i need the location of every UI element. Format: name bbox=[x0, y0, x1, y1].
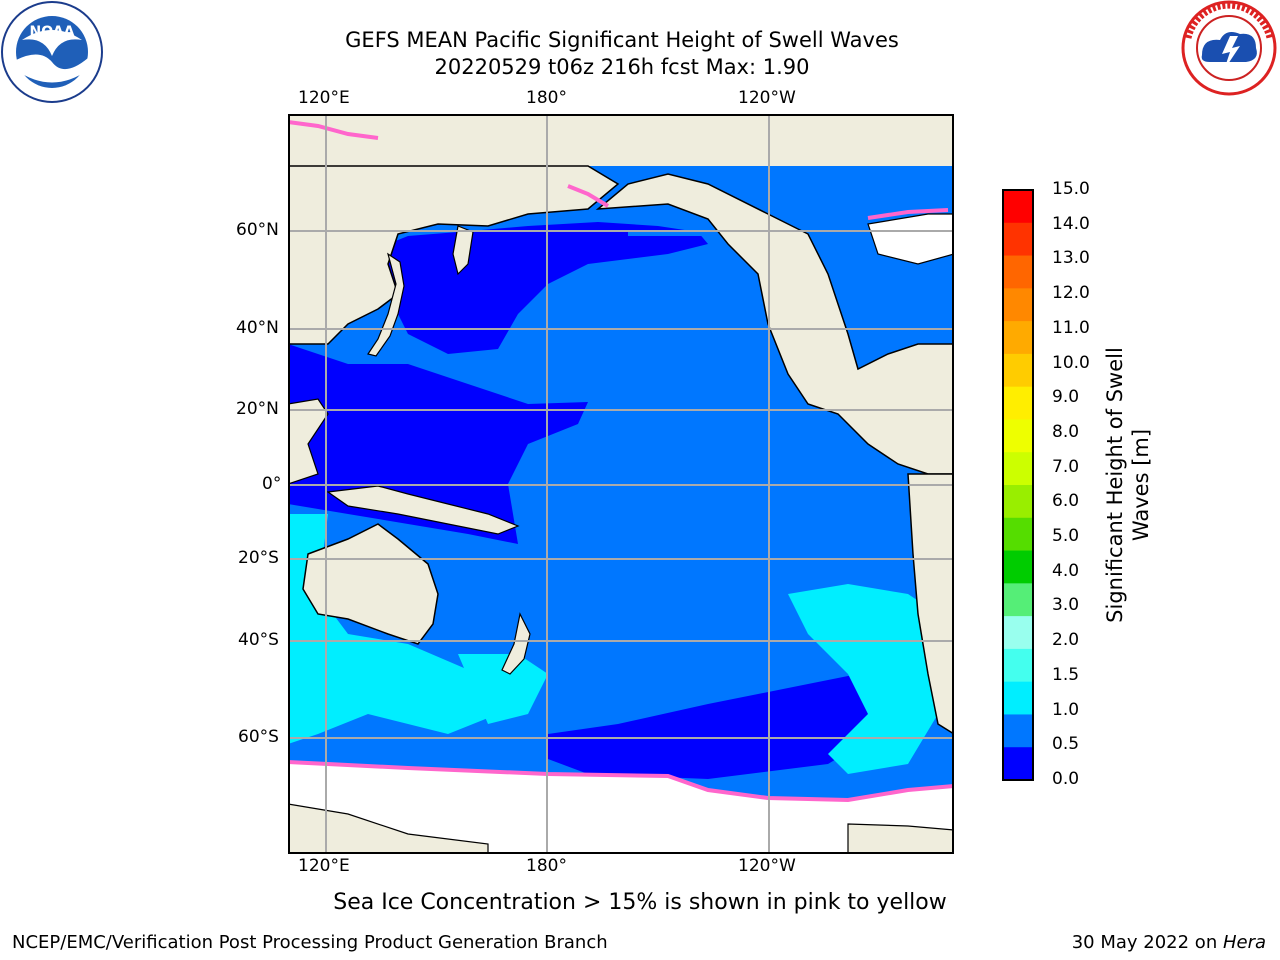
bering-gap bbox=[628, 232, 708, 236]
southern-low-swell bbox=[548, 674, 888, 779]
lat-tick: 0° bbox=[262, 474, 282, 494]
colorbar-swatch bbox=[1003, 550, 1033, 584]
colorbar-tick-label: 0.5 bbox=[1052, 734, 1080, 755]
colorbar-axis-label: Significant Height of Swell Waves [m] bbox=[1103, 347, 1153, 623]
colorbar-swatch bbox=[1003, 255, 1033, 289]
nws-logo bbox=[1178, 0, 1280, 100]
colorbar-tick-label: 15.0 bbox=[1052, 179, 1090, 199]
hudson-bay-ice bbox=[867, 213, 954, 265]
colorbar-swatch bbox=[1003, 714, 1033, 748]
new-zealand-land bbox=[501, 612, 531, 675]
australia-land bbox=[302, 523, 439, 645]
colorbar-swatch bbox=[1003, 583, 1033, 617]
colorbar-tick-label: 7.0 bbox=[1052, 456, 1080, 477]
colorbar-tick-label: 6.0 bbox=[1052, 491, 1080, 512]
bottom-lon-tick: 180° bbox=[526, 856, 567, 876]
colorbar-swatch bbox=[1003, 517, 1033, 552]
colorbar-tick-label: 5.0 bbox=[1052, 526, 1080, 547]
colorbar-swatch bbox=[1003, 681, 1033, 715]
southeast-asia-land bbox=[288, 398, 329, 485]
chart-title: GEFS MEAN Pacific Significant Height of … bbox=[345, 28, 899, 52]
colorbar-swatch bbox=[1003, 288, 1033, 322]
colorbar-tick-label: 0.0 bbox=[1052, 769, 1080, 789]
ice-edge-north bbox=[288, 120, 379, 140]
graticule bbox=[288, 114, 954, 854]
colorbar-swatch bbox=[1003, 648, 1033, 683]
japan-land bbox=[367, 252, 405, 357]
colorbar-swatch bbox=[1003, 353, 1033, 388]
sw-high-swell bbox=[288, 514, 498, 744]
colorbar-swatch bbox=[1003, 190, 1033, 224]
arctic-land bbox=[288, 114, 954, 166]
colorbar-swatch bbox=[1003, 321, 1033, 355]
colorbar-swatch bbox=[1003, 747, 1033, 781]
lat-tick: 40°N bbox=[236, 318, 279, 338]
colorbar-swatch bbox=[1003, 419, 1033, 453]
swell-height-map bbox=[288, 114, 954, 854]
colorbar-swatch bbox=[1003, 452, 1033, 486]
tasman-high-swell bbox=[458, 654, 548, 724]
colorbar-tick-label: 1.0 bbox=[1052, 699, 1080, 720]
colorbar-tick-label: 1.5 bbox=[1052, 664, 1080, 685]
antarctica-land bbox=[288, 803, 489, 854]
colorbar-swatch bbox=[1003, 386, 1033, 420]
footer-machine: Hera bbox=[1222, 932, 1266, 953]
south-america-land bbox=[907, 473, 954, 735]
colorbar-tick-label: 8.0 bbox=[1052, 421, 1080, 442]
lat-tick: 20°N bbox=[236, 399, 279, 419]
colorbar-tick-label: 14.0 bbox=[1052, 213, 1090, 234]
colorbar-tick-label: 4.0 bbox=[1052, 560, 1080, 581]
se-pacific-high-swell bbox=[788, 584, 938, 774]
map-frame bbox=[288, 114, 954, 854]
footer-credit: NCEP/EMC/Verification Post Processing Pr… bbox=[12, 932, 608, 953]
ice-edge-south bbox=[288, 760, 954, 803]
colorbar-tick-label: 12.0 bbox=[1052, 283, 1090, 304]
colorbar-frame bbox=[1002, 189, 1034, 781]
colorbar-tick-label: 3.0 bbox=[1052, 595, 1080, 616]
colorbar-swatch bbox=[1003, 222, 1033, 257]
colorbar-tick-label: 10.0 bbox=[1052, 352, 1090, 373]
footer-date: 30 May 2022 on Hera bbox=[1072, 932, 1266, 953]
bottom-lon-tick: 120°W bbox=[738, 856, 796, 876]
colorbar bbox=[1002, 189, 1034, 781]
ice-edge-bering bbox=[567, 184, 610, 208]
asia-land bbox=[288, 165, 620, 345]
colorbar-tick-label: 9.0 bbox=[1052, 387, 1080, 408]
antarctica-land-east bbox=[847, 823, 954, 854]
chart-subtitle: 20220529 t06z 216h fcst Max: 1.90 bbox=[434, 55, 810, 79]
indonesia-land bbox=[326, 485, 520, 535]
sea-ice-note: Sea Ice Concentration > 15% is shown in … bbox=[333, 890, 947, 915]
colorbar-tick-label: 13.0 bbox=[1052, 248, 1090, 269]
lat-tick: 60°S bbox=[238, 727, 279, 747]
lat-tick: 20°S bbox=[238, 548, 279, 568]
top-lon-tick: 120°E bbox=[298, 88, 350, 108]
bottom-lon-tick: 120°E bbox=[298, 856, 350, 876]
antarctic-ice bbox=[288, 762, 954, 854]
top-lon-tick: 180° bbox=[526, 88, 567, 108]
lat-tick: 60°N bbox=[236, 220, 279, 240]
ice-edge-hudson bbox=[867, 208, 949, 220]
footer-date-text: 30 May 2022 on bbox=[1071, 932, 1223, 953]
colorbar-swatch bbox=[1003, 485, 1033, 519]
colorbar-swatch bbox=[1003, 616, 1033, 650]
noaa-logo: NOAA bbox=[0, 0, 104, 104]
colorbar-tick-label: 11.0 bbox=[1052, 317, 1090, 338]
colorbar-tick-label: 2.0 bbox=[1052, 630, 1080, 651]
top-lon-tick: 120°W bbox=[738, 88, 796, 108]
lat-tick: 40°S bbox=[238, 630, 279, 650]
noaa-logo-text: NOAA bbox=[30, 24, 75, 40]
